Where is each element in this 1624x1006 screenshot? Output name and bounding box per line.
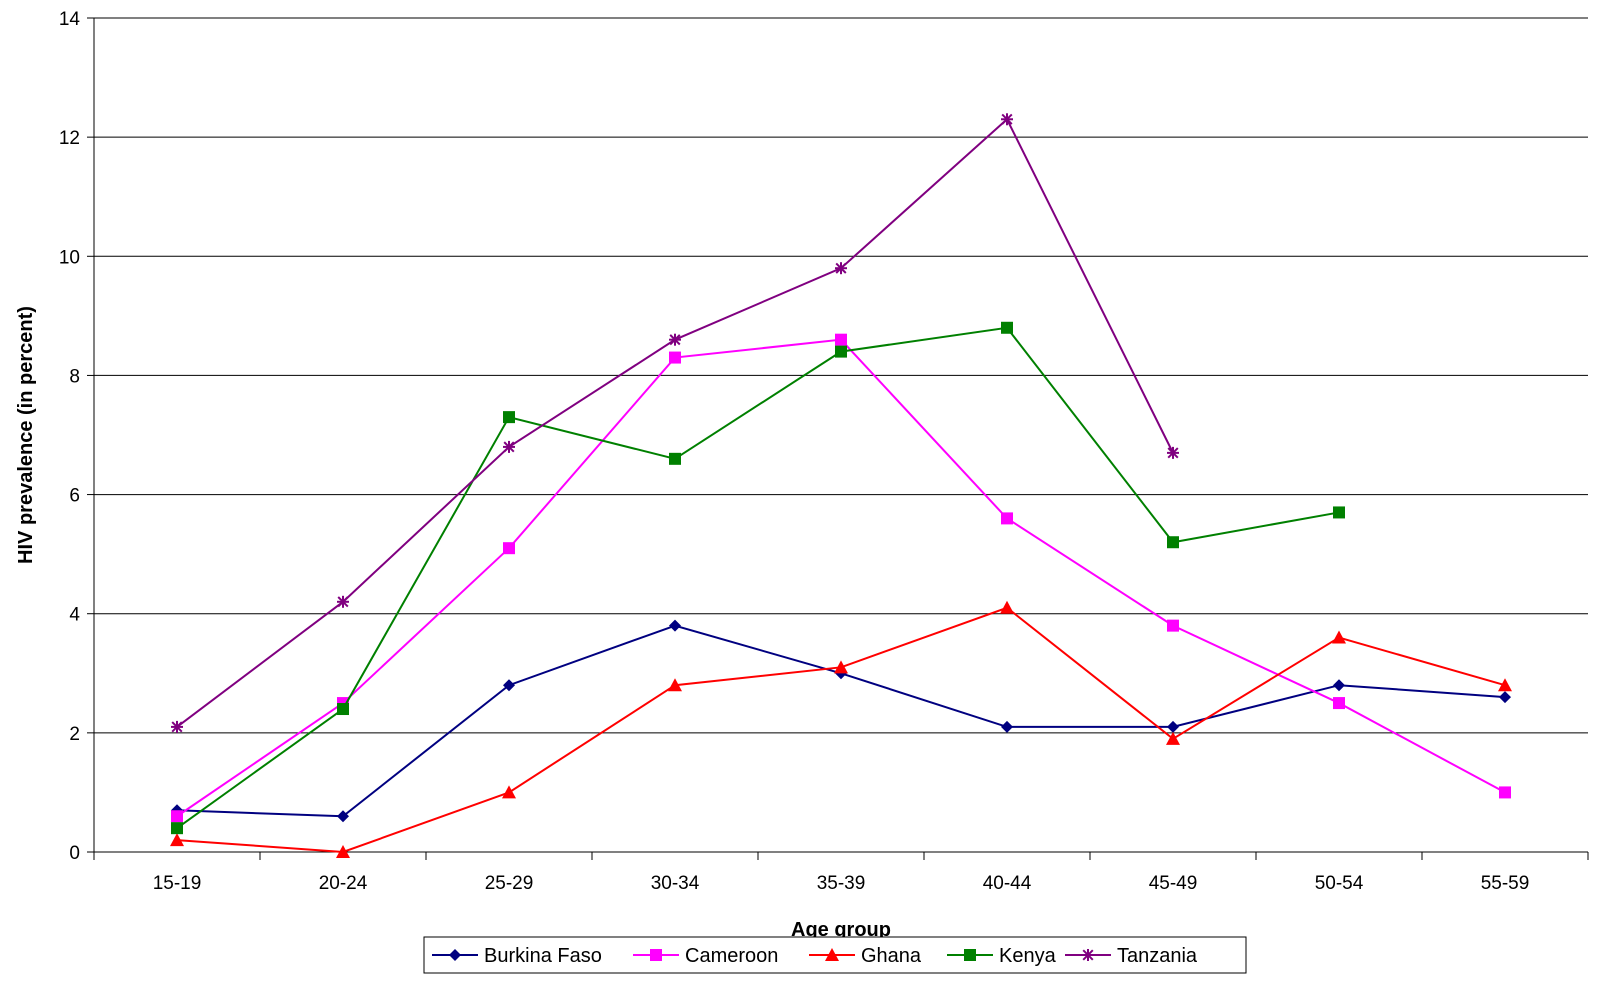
data-point-cameroon bbox=[835, 333, 847, 346]
data-point-kenya bbox=[337, 703, 349, 716]
data-point-ghana bbox=[502, 785, 516, 799]
x-axis-ticks: 15-19 20-24 25-29 30-34 35-39 40-44 45-49 50-54… bbox=[93, 852, 1589, 894]
series-tanzania bbox=[171, 113, 1179, 733]
data-point-ghana bbox=[1498, 678, 1512, 692]
data-point-tanzania bbox=[1001, 113, 1013, 126]
legend-label: Burkina Faso bbox=[484, 945, 602, 967]
x-tick-label: 50-54 bbox=[1315, 873, 1364, 894]
y-tick-label: 0 bbox=[69, 843, 80, 864]
series-line-ghana bbox=[176, 606, 1506, 854]
y-tick-label: 14 bbox=[59, 9, 81, 30]
y-tick-label: 12 bbox=[59, 128, 80, 149]
legend-marker-tanzania bbox=[1082, 949, 1094, 961]
data-point-kenya bbox=[1001, 321, 1013, 334]
x-tick-label: 15-19 bbox=[153, 873, 202, 894]
data-point-ghana bbox=[1332, 630, 1346, 644]
data-point-cameroon bbox=[1499, 786, 1511, 799]
data-point-cameroon bbox=[503, 542, 515, 555]
x-tick-label: 40-44 bbox=[983, 873, 1032, 894]
data-point-ghana bbox=[170, 833, 184, 847]
series-line-tanzania bbox=[176, 117, 1174, 728]
data-point-cameroon bbox=[1167, 619, 1179, 632]
data-point-burkina-faso bbox=[1001, 720, 1013, 733]
x-tick-label: 45-49 bbox=[1149, 873, 1198, 894]
data-point-tanzania bbox=[669, 333, 681, 346]
y-tick-label: 10 bbox=[59, 247, 80, 268]
legend-marker-cameroon bbox=[650, 949, 662, 961]
legend-label: Ghana bbox=[861, 945, 922, 967]
legend-label: Kenya bbox=[999, 945, 1057, 967]
data-point-kenya bbox=[1167, 536, 1179, 549]
data-point-burkina-faso bbox=[669, 619, 681, 632]
data-point-tanzania bbox=[171, 720, 183, 733]
data-point-burkina-faso bbox=[1333, 679, 1345, 692]
data-point-tanzania bbox=[1167, 446, 1179, 459]
data-point-kenya bbox=[1333, 506, 1345, 519]
x-tick-label: 25-29 bbox=[485, 873, 534, 894]
series-ghana bbox=[170, 600, 1512, 858]
data-point-burkina-faso bbox=[1167, 720, 1179, 733]
series-kenya bbox=[171, 321, 1345, 835]
y-tick-label: 6 bbox=[69, 486, 80, 507]
y-tick-label: 4 bbox=[69, 605, 80, 626]
y-tick-label: 8 bbox=[69, 366, 80, 387]
data-point-kenya bbox=[171, 822, 183, 835]
series-line-burkina-faso bbox=[176, 624, 1506, 818]
data-point-cameroon bbox=[1333, 697, 1345, 710]
legend-item-tanzania: Tanzania bbox=[1065, 945, 1198, 967]
data-point-tanzania bbox=[835, 262, 847, 275]
data-point-tanzania bbox=[503, 440, 515, 453]
x-tick-label: 55-59 bbox=[1481, 873, 1530, 894]
legend-item-burkina-faso: Burkina Faso bbox=[432, 945, 602, 967]
data-point-ghana bbox=[336, 845, 350, 858]
series-line-cameroon bbox=[176, 338, 1506, 818]
legend: Burkina Faso Cameroon Ghana Kenya Tanzania bbox=[423, 936, 1247, 974]
legend-marker-ghana bbox=[825, 948, 839, 961]
data-point-cameroon bbox=[1001, 512, 1013, 525]
data-point-burkina-faso bbox=[337, 810, 349, 823]
data-point-cameroon bbox=[171, 810, 183, 823]
data-point-kenya bbox=[669, 452, 681, 465]
legend-marker-burkina-faso bbox=[449, 949, 461, 961]
series-cameroon bbox=[171, 333, 1511, 823]
data-point-ghana bbox=[1000, 600, 1014, 614]
x-tick-label: 30-34 bbox=[651, 873, 700, 894]
y-axis-title: HIV prevalence (in percent) bbox=[15, 306, 37, 564]
data-point-ghana bbox=[1166, 731, 1180, 745]
data-point-burkina-faso bbox=[503, 679, 515, 692]
legend-item-cameroon: Cameroon bbox=[633, 945, 778, 967]
data-point-ghana bbox=[668, 678, 682, 692]
legend-label: Tanzania bbox=[1117, 945, 1198, 967]
x-tick-label: 20-24 bbox=[319, 873, 368, 894]
y-tick-label: 2 bbox=[69, 724, 80, 745]
series-line-kenya bbox=[176, 326, 1340, 829]
data-point-kenya bbox=[503, 411, 515, 424]
legend-marker-kenya bbox=[964, 949, 976, 961]
legend-item-kenya: Kenya bbox=[947, 945, 1057, 967]
series-lines bbox=[170, 113, 1512, 858]
x-axis-title: Age group bbox=[791, 919, 891, 941]
data-point-tanzania bbox=[337, 595, 349, 608]
data-point-kenya bbox=[835, 345, 847, 358]
gridlines bbox=[94, 17, 1588, 734]
legend-item-ghana: Ghana bbox=[809, 945, 922, 967]
legend-label: Cameroon bbox=[685, 945, 778, 967]
series-burkina-faso bbox=[171, 619, 1511, 823]
data-point-cameroon bbox=[669, 351, 681, 364]
data-point-burkina-faso bbox=[1499, 691, 1511, 704]
x-tick-label: 35-39 bbox=[817, 873, 866, 894]
y-axis-ticks: 0 2 4 6 8 10 12 14 bbox=[59, 9, 94, 864]
data-point-ghana bbox=[834, 660, 848, 674]
